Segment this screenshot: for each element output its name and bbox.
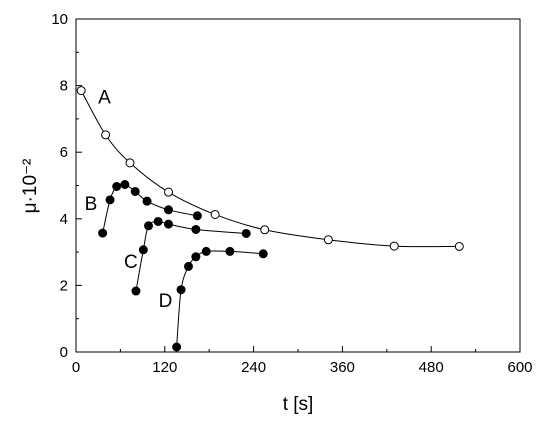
y-tick-label: 0 <box>60 344 68 361</box>
data-point-A <box>125 158 135 168</box>
curve-labels: A B CD <box>85 88 173 312</box>
y-tick-label: 10 <box>51 11 68 28</box>
data-point-A <box>164 187 173 197</box>
x-tick-label: 480 <box>419 359 444 376</box>
x-tick-label: 600 <box>507 359 532 376</box>
data-point-A <box>260 225 270 235</box>
y-axis-title: μ·10⁻² <box>20 159 41 214</box>
data-point-A <box>101 130 111 140</box>
data-point-D <box>176 285 186 295</box>
series-points <box>76 86 464 352</box>
y-tick-label: 8 <box>60 78 68 95</box>
data-point-B <box>98 228 108 238</box>
curve-label-A: A <box>98 88 111 109</box>
curve-label-B: B <box>85 194 98 215</box>
data-point-C <box>138 245 148 255</box>
plot-frame <box>75 18 521 353</box>
data-point-D <box>191 252 201 262</box>
data-point-B <box>142 196 152 206</box>
data-point-C <box>164 219 173 229</box>
x-tick-label: 120 <box>152 359 177 376</box>
data-point-D <box>183 261 193 271</box>
data-point-D <box>201 246 211 256</box>
curve-label-D: D <box>159 291 173 312</box>
data-point-A <box>454 241 464 251</box>
data-point-D <box>225 246 235 256</box>
data-point-D <box>172 342 182 352</box>
data-point-A <box>210 209 220 219</box>
data-point-C <box>131 286 141 296</box>
y-tick-label: 4 <box>60 211 68 228</box>
data-point-B <box>112 181 122 191</box>
series-lines <box>80 90 460 348</box>
series-line-C <box>135 220 247 292</box>
data-point-B <box>192 211 202 221</box>
y-tick-label: 6 <box>60 144 68 161</box>
data-point-B <box>120 180 130 190</box>
x-axis-title: t [s] <box>283 394 314 415</box>
data-point-C <box>153 216 163 226</box>
data-point-C <box>241 228 251 238</box>
y-tick-label: 2 <box>60 277 68 294</box>
x-tick-label: 360 <box>330 359 355 376</box>
axis-ticks: 0 120 240 360 480 600 0 2 4 6 8 10 <box>51 11 532 376</box>
curve-label-C: C <box>124 252 138 273</box>
data-point-A <box>389 241 399 251</box>
data-point-A <box>323 235 333 245</box>
data-point-B <box>164 205 173 215</box>
data-point-C <box>191 224 201 234</box>
data-point-B <box>130 186 140 196</box>
series-line-A <box>80 90 460 248</box>
x-tick-label: 0 <box>72 359 80 376</box>
data-point-B <box>105 195 115 205</box>
x-tick-label: 240 <box>241 359 266 376</box>
data-point-C <box>144 221 154 231</box>
data-point-D <box>258 249 268 259</box>
data-point-A <box>76 86 86 96</box>
